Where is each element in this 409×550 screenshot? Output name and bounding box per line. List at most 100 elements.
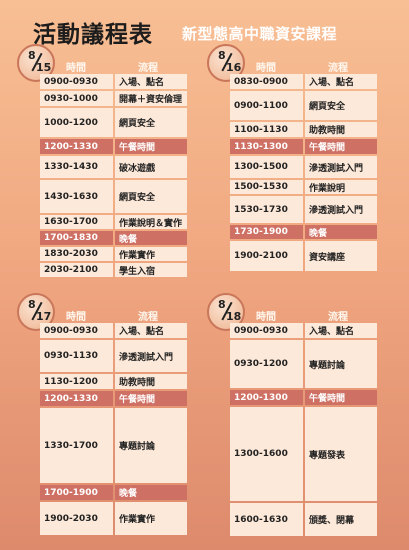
time-cell: 1300-1500 <box>230 156 303 178</box>
time-cell: 1730-1900 <box>230 225 303 239</box>
event-cell: 破冰遊戲 <box>115 156 187 178</box>
time-cell: 1200-1330 <box>40 391 113 406</box>
event-cell: 助教時間 <box>115 374 187 389</box>
event-cell: 滲透測試入門 <box>305 156 377 178</box>
time-cell: 0900-0930 <box>230 323 303 338</box>
event-cell: 學生入宿 <box>115 263 187 277</box>
time-cell: 1700-1900 <box>40 485 113 500</box>
time-cell: 0930-1200 <box>230 340 303 388</box>
time-cell: 1530-1730 <box>230 196 303 223</box>
schedule-row: 1430-1630 網頁安全 <box>40 180 226 213</box>
date-day: 18 <box>226 310 242 323</box>
time-cell: 1500-1530 <box>230 180 303 194</box>
time-cell: 0830-0900 <box>230 74 303 89</box>
time-cell: 0930-1130 <box>40 340 113 372</box>
flow-column-header: 流程 <box>328 63 348 74</box>
event-cell: 頒獎、閉幕 <box>305 503 377 536</box>
meal-row: 1700-1830 晚餐 <box>40 231 226 245</box>
schedule-row: 0930-1200 專題討論 <box>230 340 409 388</box>
flow-column-header: 流程 <box>138 63 158 74</box>
time-column-header: 時間 <box>256 312 276 323</box>
event-cell: 午餐時間 <box>305 139 377 154</box>
time-cell: 1130-1300 <box>230 139 303 154</box>
time-cell: 1330-1430 <box>40 156 113 178</box>
event-cell: 入場、點名 <box>115 74 187 89</box>
event-cell: 午餐時間 <box>115 139 187 154</box>
schedule-row: 1500-1530 作業說明 <box>230 180 409 194</box>
event-cell: 作業實作 <box>115 502 187 535</box>
schedule-row: 1900-2100 資安講座 <box>230 241 409 271</box>
day-header: 8 15 時間 流程 <box>17 44 226 82</box>
schedule-row: 1600-1630 頒獎、閉幕 <box>230 503 409 536</box>
event-cell: 開幕＋資安倫理 <box>115 91 187 106</box>
time-cell: 1200-1330 <box>40 139 113 154</box>
schedule-day-4: 8 18 時間 流程 0900-0930 入場、點名 0930-1200 專題討論 1200-1… <box>207 293 409 538</box>
schedule-row: 0900-1100 網頁安全 <box>230 91 409 120</box>
meal-row: 1200-1330 午餐時間 <box>40 139 226 154</box>
flow-column-header: 流程 <box>138 312 158 323</box>
time-column-header: 時間 <box>66 312 86 323</box>
meal-row: 1700-1900 晚餐 <box>40 485 226 500</box>
event-cell: 晚餐 <box>305 225 377 239</box>
meal-row: 1200-1330 午餐時間 <box>40 391 226 406</box>
time-cell: 1430-1630 <box>40 180 113 213</box>
event-cell: 入場、點名 <box>305 74 377 89</box>
time-column-header: 時間 <box>66 63 86 74</box>
time-cell: 1200-1300 <box>230 390 303 405</box>
schedule-row: 1530-1730 滲透測試入門 <box>230 196 409 223</box>
event-cell: 作業實作 <box>115 247 187 261</box>
event-cell: 助教時間 <box>305 122 377 137</box>
schedule-day-2: 8 16 時間 流程 0830-0900 入場、點名 0900-1100 網頁安全 1100-1… <box>207 44 409 273</box>
time-cell: 0900-1100 <box>230 91 303 120</box>
time-cell: 1600-1630 <box>230 503 303 536</box>
time-cell: 1700-1830 <box>40 231 113 245</box>
schedule-row: 1900-2030 作業實作 <box>40 502 226 535</box>
event-cell: 專題討論 <box>115 408 187 483</box>
schedule-day-1: 8 15 時間 流程 0900-0930 入場、點名 0930-1000 開幕＋資安倫理 100… <box>17 44 226 279</box>
meal-row: 1130-1300 午餐時間 <box>230 139 409 154</box>
time-cell: 1900-2030 <box>40 502 113 535</box>
event-cell: 午餐時間 <box>115 391 187 406</box>
day-header: 8 16 時間 流程 <box>207 44 409 82</box>
date-badge: 8 15 <box>17 44 55 82</box>
event-cell: 網頁安全 <box>115 180 187 213</box>
schedule-row: 1100-1130 助教時間 <box>230 122 409 137</box>
schedule-row: 1330-1430 破冰遊戲 <box>40 156 226 178</box>
date-month: 8 <box>218 49 226 62</box>
event-cell: 網頁安全 <box>305 91 377 120</box>
date-day: 16 <box>226 61 242 74</box>
event-cell: 資安講座 <box>305 241 377 271</box>
schedule-row: 0900-0930 入場、點名 <box>40 323 226 338</box>
schedule-table: 0900-0930 入場、點名 0930-1130 滲透測試入門 1130-1200 助教… <box>40 323 226 535</box>
meal-row: 1200-1300 午餐時間 <box>230 390 409 405</box>
event-cell: 作業說明＆實作 <box>115 215 187 229</box>
time-cell: 1000-1200 <box>40 108 113 137</box>
time-cell: 2030-2100 <box>40 263 113 277</box>
flow-column-header: 流程 <box>328 312 348 323</box>
event-cell: 晚餐 <box>115 231 187 245</box>
time-cell: 1100-1130 <box>230 122 303 137</box>
schedule-row: 0900-0930 入場、點名 <box>230 323 409 338</box>
event-cell: 入場、點名 <box>115 323 187 338</box>
event-cell: 專題發表 <box>305 407 377 501</box>
event-cell: 晚餐 <box>115 485 187 500</box>
meal-row: 1730-1900 晚餐 <box>230 225 409 239</box>
time-cell: 1330-1700 <box>40 408 113 483</box>
time-cell: 1900-2100 <box>230 241 303 271</box>
event-cell: 專題討論 <box>305 340 377 388</box>
date-month: 8 <box>28 49 36 62</box>
schedule-row: 0900-0930 入場、點名 <box>40 74 226 89</box>
schedule-row: 1130-1200 助教時間 <box>40 374 226 389</box>
schedule-table: 0900-0930 入場、點名 0930-1000 開幕＋資安倫理 1000-1200 網… <box>40 74 226 277</box>
schedule-row: 1330-1700 專題討論 <box>40 408 226 483</box>
date-day: 15 <box>36 61 52 74</box>
time-cell: 1300-1600 <box>230 407 303 501</box>
schedule-row: 0930-1000 開幕＋資安倫理 <box>40 91 226 106</box>
schedule-row: 0830-0900 入場、點名 <box>230 74 409 89</box>
page-title: 活動議程表 <box>33 22 153 48</box>
time-cell: 0900-0930 <box>40 74 113 89</box>
event-cell: 網頁安全 <box>115 108 187 137</box>
event-cell: 午餐時間 <box>305 390 377 405</box>
event-cell: 作業說明 <box>305 180 377 194</box>
time-cell: 1830-2030 <box>40 247 113 261</box>
